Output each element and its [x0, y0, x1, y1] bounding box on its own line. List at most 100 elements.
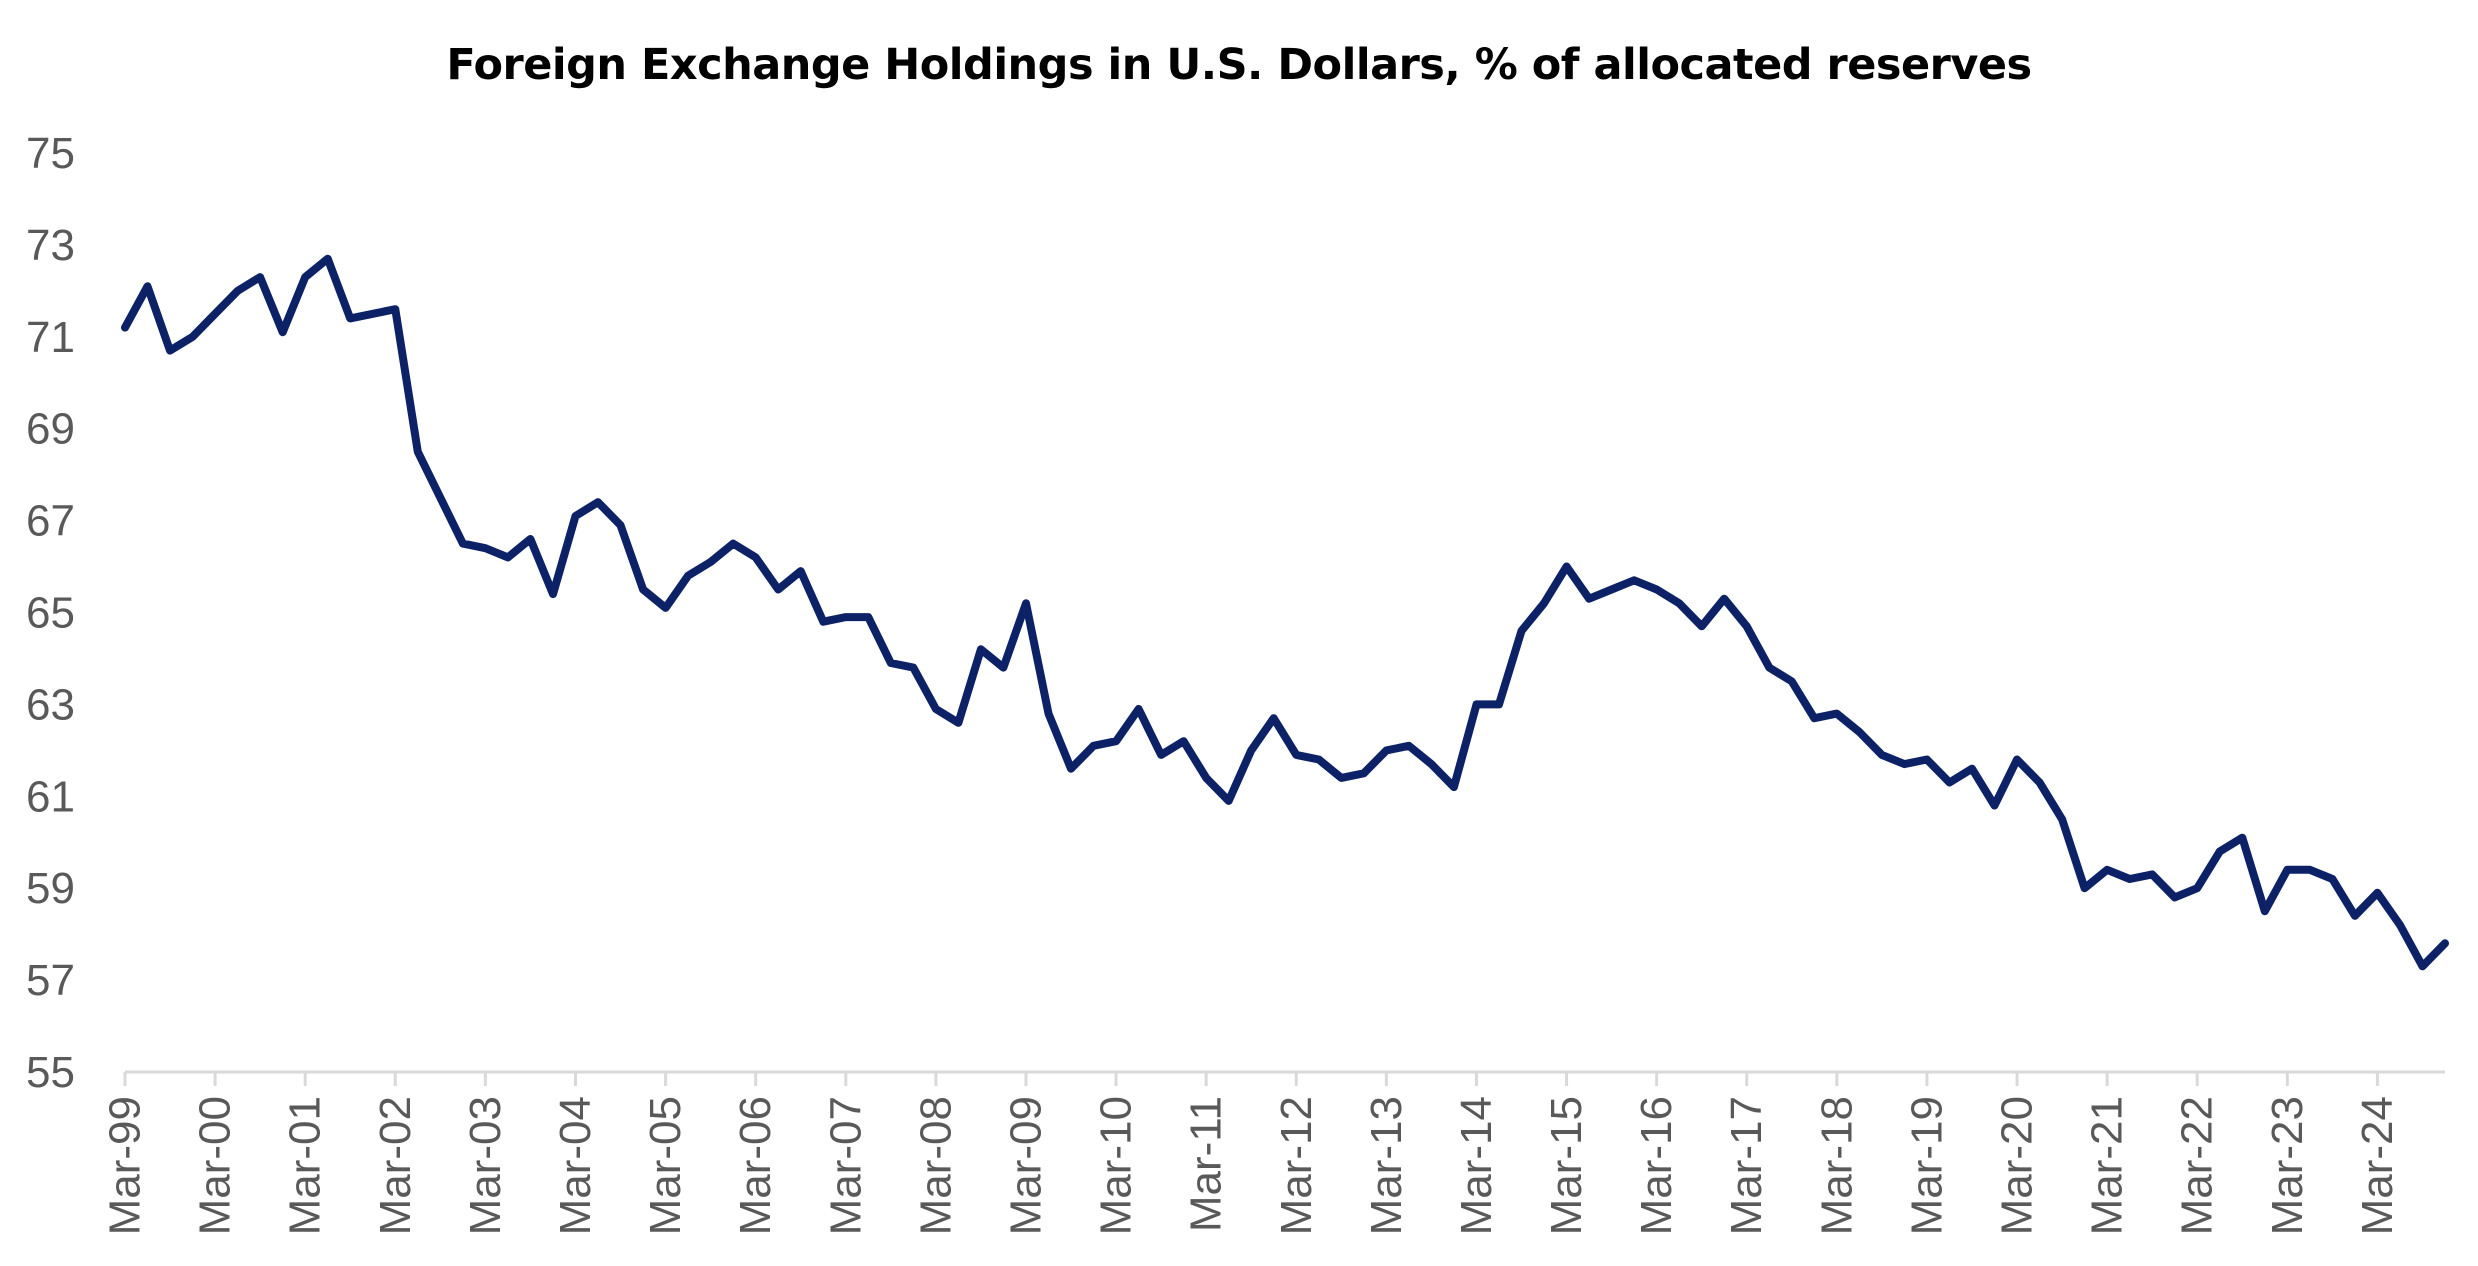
- y-tick-label: 75: [26, 129, 75, 178]
- data-point: [1067, 765, 1075, 773]
- x-tick-label: Mar-06: [731, 1096, 780, 1235]
- data-point: [2328, 875, 2336, 883]
- series-group: [121, 254, 2449, 971]
- data-point: [2058, 815, 2066, 823]
- data-point: [346, 314, 354, 322]
- data-point: [2193, 884, 2201, 892]
- y-axis-labels: 55 57 59 61 63 65 67 69 71 73 75: [26, 129, 75, 1097]
- data-point: [2171, 893, 2179, 901]
- x-tick-label: Mar-17: [1722, 1096, 1771, 1235]
- data-point: [684, 572, 692, 580]
- data-point: [1675, 599, 1683, 607]
- data-point: [1833, 710, 1841, 718]
- data-point: [932, 705, 940, 713]
- data-point: [1743, 622, 1751, 630]
- x-tick-label: Mar-19: [1902, 1096, 1951, 1235]
- data-point: [842, 613, 850, 621]
- data-point: [121, 324, 129, 332]
- data-point: [279, 328, 287, 336]
- x-tick-label: Mar-04: [551, 1096, 600, 1235]
- data-point: [144, 282, 152, 290]
- data-point: [2238, 834, 2246, 842]
- data-point: [1855, 728, 1863, 736]
- data-point: [1135, 705, 1143, 713]
- data-point: [1022, 599, 1030, 607]
- data-point: [1450, 783, 1458, 791]
- data-point: [211, 310, 219, 318]
- x-tick-label: Mar-09: [1001, 1096, 1050, 1235]
- data-point: [2261, 907, 2269, 915]
- y-tick-label: 57: [26, 956, 75, 1005]
- data-point: [571, 512, 579, 520]
- data-point: [2306, 866, 2314, 874]
- data-point: [459, 540, 467, 548]
- data-point: [1382, 746, 1390, 754]
- data-point: [2373, 889, 2381, 897]
- data-point: [504, 553, 512, 561]
- x-tick-label: Mar-13: [1362, 1096, 1411, 1235]
- data-point: [1360, 769, 1368, 777]
- x-tick-label: Mar-22: [2173, 1096, 2222, 1235]
- data-point: [1518, 627, 1526, 635]
- data-point: [1878, 751, 1886, 759]
- data-point: [2103, 866, 2111, 874]
- data-point: [2126, 875, 2134, 883]
- data-point: [324, 255, 332, 263]
- y-tick-label: 67: [26, 497, 75, 546]
- data-point: [2351, 912, 2359, 920]
- x-tick-label: Mar-12: [1272, 1096, 1321, 1235]
- data-point: [1225, 797, 1233, 805]
- data-point: [2216, 847, 2224, 855]
- data-point: [1270, 714, 1278, 722]
- x-tick-label: Mar-21: [2083, 1096, 2132, 1235]
- y-tick-label: 71: [26, 313, 75, 362]
- x-tick-label: Mar-14: [1452, 1096, 1501, 1235]
- data-point: [1112, 737, 1120, 745]
- data-point: [1923, 756, 1931, 764]
- data-point: [414, 448, 422, 456]
- y-tick-label: 73: [26, 221, 75, 270]
- data-point: [369, 310, 377, 318]
- series-line: [121, 254, 2449, 971]
- x-tick-label: Mar-18: [1812, 1096, 1861, 1235]
- data-point: [1247, 746, 1255, 754]
- y-tick-label: 69: [26, 405, 75, 454]
- data-point: [1698, 622, 1706, 630]
- data-point: [729, 540, 737, 548]
- data-point: [909, 664, 917, 672]
- x-tick-label: Mar-00: [191, 1096, 240, 1235]
- data-point: [549, 590, 557, 598]
- x-tick-label: Mar-05: [641, 1096, 690, 1235]
- data-point: [2441, 939, 2449, 947]
- x-tick-label: Mar-01: [281, 1096, 330, 1235]
- y-tick-label: 65: [26, 589, 75, 638]
- data-point: [2036, 779, 2044, 787]
- data-point: [639, 586, 647, 594]
- data-point: [1405, 742, 1413, 750]
- data-point: [256, 273, 264, 281]
- data-point: [1044, 710, 1052, 718]
- data-point: [436, 494, 444, 502]
- x-tick-label: Mar-02: [371, 1096, 420, 1235]
- data-point: [1991, 801, 1999, 809]
- y-tick-label: 55: [26, 1048, 75, 1097]
- data-point: [2081, 884, 2089, 892]
- x-tick-label: Mar-10: [1092, 1096, 1141, 1235]
- data-point: [1945, 779, 1953, 787]
- data-point: [1202, 774, 1210, 782]
- data-point: [1653, 586, 1661, 594]
- data-point: [1563, 563, 1571, 571]
- data-point: [481, 544, 489, 552]
- x-tick-label: Mar-99: [101, 1096, 150, 1235]
- data-point: [1180, 737, 1188, 745]
- data-point: [1765, 664, 1773, 672]
- data-point: [166, 347, 174, 355]
- data-point: [617, 521, 625, 529]
- data-point: [977, 645, 985, 653]
- data-point: [819, 618, 827, 626]
- data-point: [1968, 765, 1976, 773]
- data-point: [1472, 700, 1480, 708]
- data-point: [1810, 714, 1818, 722]
- x-tick-label: Mar-23: [2263, 1096, 2312, 1235]
- data-point: [2418, 962, 2426, 970]
